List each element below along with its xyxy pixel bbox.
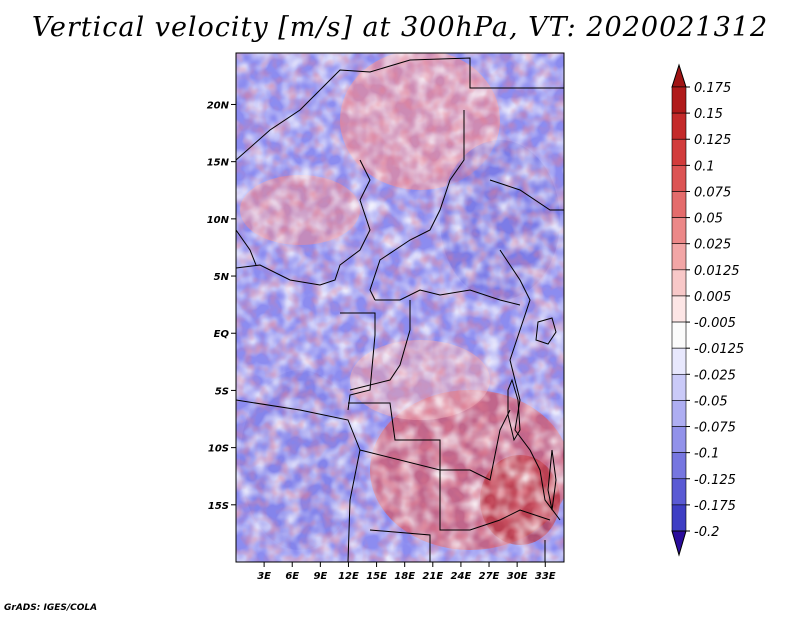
lon-label: 30E	[507, 571, 528, 582]
colorbar: 0.175 0.15 0.125 0.1 0.075 0.05 0.025 0.0125 0.0…	[671, 63, 744, 557]
map-frame	[235, 52, 565, 563]
colorbar-label: 0.15	[694, 107, 723, 122]
lat-label: 5S	[215, 386, 229, 397]
colorbar-swatch	[671, 269, 687, 297]
colorbar-swatch	[671, 138, 687, 166]
grads-credit: GrADS: IGES/COLA	[4, 603, 98, 613]
colorbar-label: 0.005	[694, 290, 731, 305]
lon-label: 12E	[338, 571, 359, 582]
colorbar-swatch	[671, 86, 687, 114]
colorbar-swatch	[671, 347, 687, 375]
colorbar-swatch	[671, 165, 687, 192]
colorbar-swatch	[671, 478, 687, 506]
colorbar-label: -0.05	[694, 394, 728, 409]
colorbar-swatch	[671, 191, 687, 218]
country-borders	[236, 57, 564, 562]
lat-label: 15S	[208, 501, 229, 512]
colorbar-label: 0.05	[694, 212, 723, 227]
colorbar-label: -0.1	[694, 447, 719, 462]
colorbar-label: -0.025	[694, 368, 736, 383]
lon-label: 27E	[479, 571, 500, 582]
colorbar-label: -0.125	[694, 473, 736, 488]
colorbar-swatch	[671, 217, 687, 245]
lon-label: 24E	[451, 571, 472, 582]
colorbar-swatch	[671, 243, 687, 271]
lon-label: 3E	[257, 571, 271, 582]
colorbar-label: -0.0125	[694, 342, 744, 357]
colorbar-swatch	[671, 504, 687, 532]
lakes	[507, 317, 557, 511]
colorbar-label: 0.1	[694, 159, 715, 174]
colorbar-label: -0.2	[694, 525, 719, 540]
colorbar-label: -0.175	[694, 499, 736, 514]
lon-label: 33E	[535, 571, 556, 582]
colorbar-label: 0.125	[694, 133, 731, 148]
lon-label: 18E	[394, 571, 415, 582]
lat-label: 10N	[207, 215, 230, 226]
latitude-axis: 20N 15N 10N 5N EQ 5S 10S 15S	[207, 100, 236, 512]
map-title: Vertical velocity [m/s] at 300hPa, VT: 2…	[31, 12, 769, 43]
colorbar-swatch	[671, 400, 687, 427]
longitude-axis: 3E 6E 9E 12E 15E 18E 21E 24E 27E 30E 33E	[257, 562, 556, 582]
colorbar-swatch	[671, 112, 687, 140]
lat-label: EQ	[214, 329, 230, 340]
colorbar-swatch	[671, 426, 687, 453]
lat-label: 10S	[208, 444, 229, 455]
colorbar-label: -0.005	[694, 316, 736, 331]
colorbar-label: 0.025	[694, 238, 731, 253]
lat-label: 20N	[207, 100, 230, 111]
colorbar-swatch	[671, 373, 687, 401]
colorbar-label: 0.0125	[694, 264, 740, 279]
lat-label: 5N	[214, 272, 230, 283]
lon-label: 6E	[285, 571, 299, 582]
colorbar-label: -0.075	[694, 421, 736, 436]
lon-label: 21E	[422, 571, 443, 582]
colorbar-swatch	[671, 295, 687, 323]
lon-label: 9E	[313, 571, 327, 582]
colorbar-top-arrow	[671, 63, 687, 88]
velocity-field	[236, 53, 564, 562]
colorbar-swatch	[671, 452, 687, 480]
colorbar-label: 0.175	[694, 81, 731, 96]
colorbar-label: 0.075	[694, 185, 731, 200]
lat-label: 15N	[207, 158, 230, 169]
colorbar-swatch	[671, 321, 687, 349]
lon-label: 15E	[366, 571, 387, 582]
colorbar-bottom-arrow	[671, 530, 687, 557]
